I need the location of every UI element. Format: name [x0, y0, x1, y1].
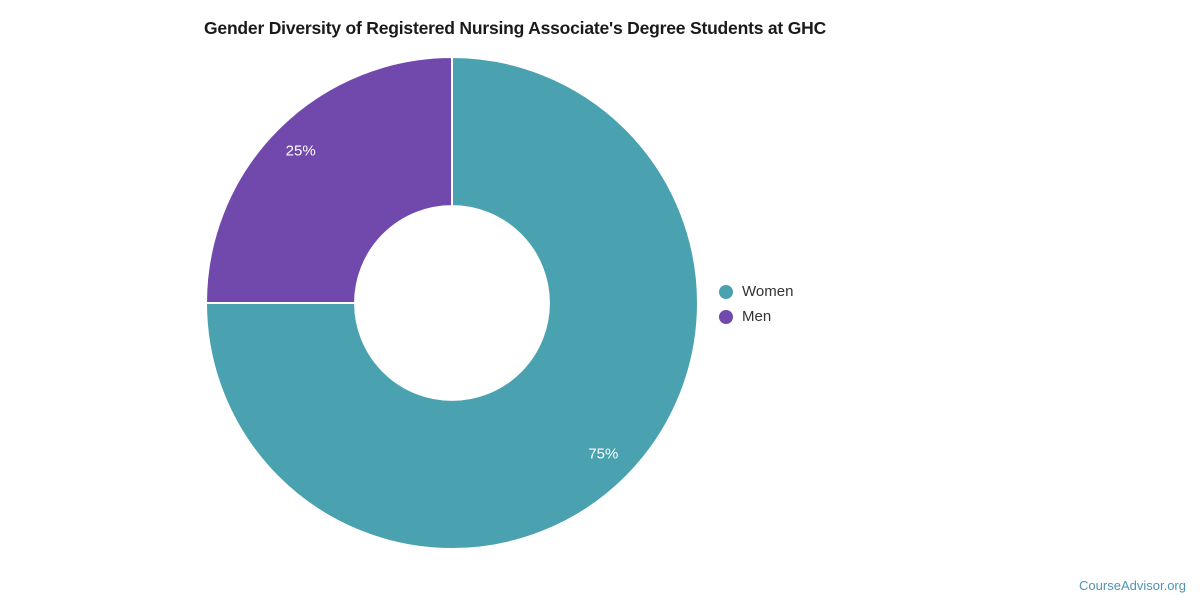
legend-marker-women [719, 284, 733, 299]
brand-link[interactable]: CourseAdvisor.org [1079, 578, 1186, 593]
legend-label-women: Women [742, 283, 794, 300]
legend-item-women: Women [719, 279, 793, 304]
legend: Women Men [719, 279, 793, 329]
slice-label-men: 25% [286, 143, 316, 160]
legend-label-men: Men [742, 308, 772, 325]
chart-title: Gender Diversity of Registered Nursing A… [204, 18, 827, 38]
pie-slice-women [205, 56, 699, 550]
pie-slice-men [205, 56, 453, 304]
slice-label-women: 75% [588, 445, 618, 462]
legend-marker-men [719, 309, 733, 324]
legend-item-men: Men [719, 304, 793, 329]
